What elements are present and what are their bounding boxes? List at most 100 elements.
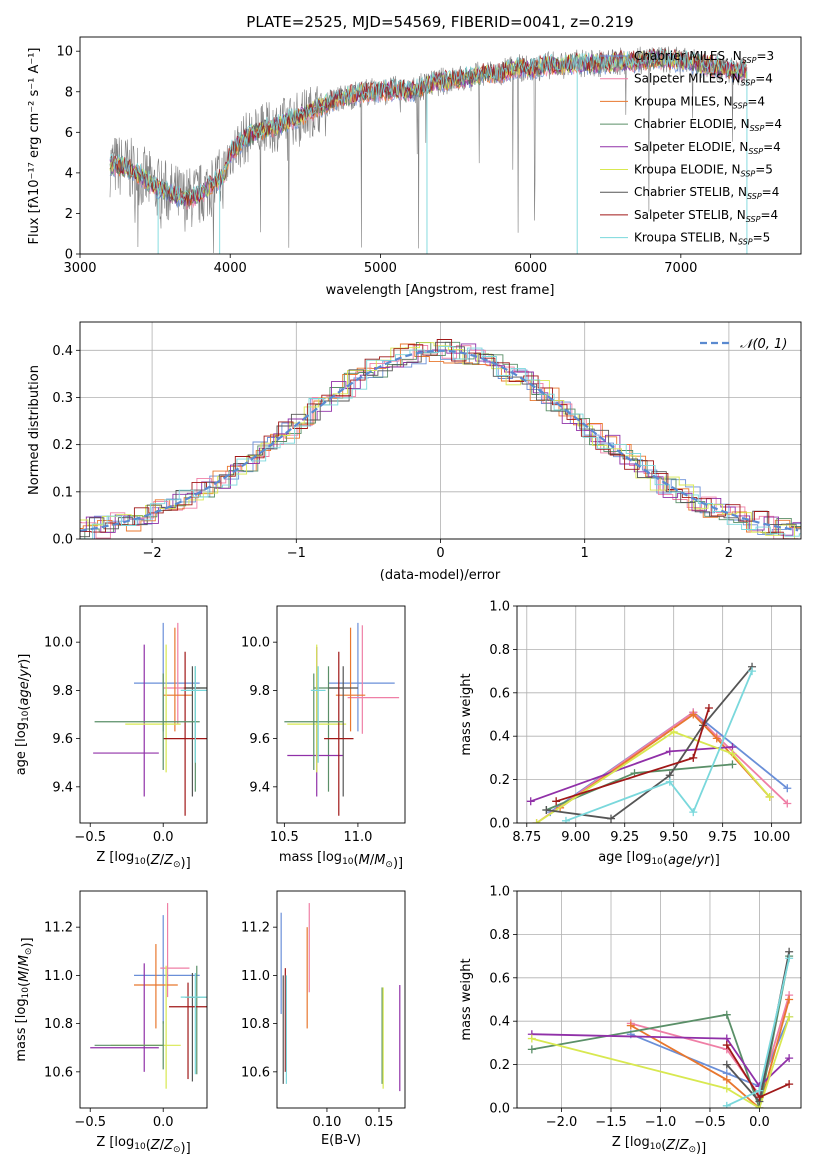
y-tick-label: 11.2 [44,921,73,936]
label-part: 10 [134,1142,146,1152]
x-tick-label: 0.0 [153,830,174,845]
y-tick-label: 0.2 [489,1058,510,1073]
x-tick-label: 10.5 [270,830,299,845]
label-part: ( [17,982,32,987]
weight-line [559,713,771,809]
y-tick-label: 6 [65,126,73,141]
label-part: mass [log [279,850,342,865]
legend: Chabrier MILES, N SSP =3 Salpeter MILES, NS… [600,49,782,247]
weight-marker [689,710,698,719]
y-tick-label: 0 [65,248,73,263]
label-part: yr [17,662,32,678]
legend-text: Chabrier STELIB, N [634,185,747,199]
label-part: ( [354,853,359,868]
x-tick-label: 0.0 [749,1115,770,1130]
y-tick-label: 0.2 [52,438,73,453]
label-part: 10 [342,857,354,867]
y-tick-label: 10.6 [44,1065,73,1080]
y-tick-label: 11.0 [241,969,270,984]
histogram-series [80,341,801,539]
errorbar-point [180,666,207,763]
x-tick-label: 8.75 [512,830,541,845]
axis-label: Z [log10(Z/Z⊙)] [612,1135,706,1156]
label-part: M [17,971,32,982]
gaussian-curve [80,349,799,532]
weight-marker [765,792,774,801]
weight-line [536,730,771,823]
weight-marker [607,814,616,823]
legend-tail: =5 [753,231,771,245]
weight-line [630,999,790,1108]
y-tick-label: 9.4 [249,780,270,795]
weight-marker [665,747,674,756]
errorbar-point [287,644,347,773]
label-part: )] [181,1141,191,1156]
weight-marker [689,808,698,817]
x-tick-label: 5000 [364,261,397,276]
errorbar-point [93,644,159,797]
weight-marker [704,703,713,712]
x-tick-label: 9.75 [708,830,737,845]
legend-text: Salpeter STELIB, N [634,208,746,222]
axis-label: Z [log10(Z/Z⊙)] [96,850,190,871]
lines-weight_vs_Z [527,947,794,1108]
weight-series [546,708,792,817]
label-part: )] [696,1141,706,1156]
x-tick-label: −2 [143,546,162,561]
label-part: ⊙ [173,1145,181,1155]
label-part: Z [150,1138,161,1153]
x-tick-label: 0.15 [365,1115,394,1130]
legend-tail: =4 [755,72,773,86]
legend-tail: =3 [756,49,774,63]
label-part: ( [663,853,668,868]
label-part: / [17,676,32,681]
weight-series [532,727,774,823]
y-tick-label: 10.6 [241,1065,270,1080]
legend-text: Kroupa MILES, N [634,94,733,108]
x-tick-label: −1 [287,546,306,561]
label-part: yr [696,853,712,868]
label-part: ( [146,1138,151,1153]
label-part: )] [710,853,720,868]
histogram-series [80,341,801,538]
x-tick-label: 9.50 [659,830,688,845]
x-tick-label: 11.0 [343,830,372,845]
legend-text: Salpeter ELODIE, N [634,140,748,154]
x-axis-label: wavelength [Angstrom, rest frame] [326,283,555,298]
legend-label: Salpeter MILES, NSSP=4 [634,72,773,88]
y-tick-label: 9.8 [249,684,270,699]
label-part: M [17,955,32,966]
legend-text: Chabrier MILES, N [634,49,742,63]
y-axis-label: Normed distribution [27,365,42,495]
axes-frame [516,605,802,824]
y-tick-label: 4 [65,166,73,181]
label-part: M [359,853,370,868]
legend-label: 𝒩(0, 1) [740,337,787,352]
x-axis-label: (data-model)/error [380,568,501,583]
label-part: ( [146,853,151,868]
histogram-series [80,339,801,539]
y-tick-label: 0.0 [489,817,510,832]
label-part: 10 [650,1142,662,1152]
y-tick-label: 10.8 [241,1017,270,1032]
x-tick-label: 1 [581,546,589,561]
errorbar-point [110,965,181,1089]
y-tick-label: 0.1 [52,485,73,500]
label-part: / [160,853,165,868]
legend-tail: =4 [763,140,781,154]
weight-marker [542,805,551,814]
label-part: mass [log [14,998,29,1061]
label-part: M [374,853,385,868]
axes-age_vs_mass: 10.5 11.0 9.4 9.6 9.8 10.0 [241,605,406,845]
errorbar-point [134,915,200,1024]
legend-label: Kroupa ELODIE, NSSP=5 [634,163,773,179]
y-tick-label: 9.8 [52,684,73,699]
label-part: )] [181,856,191,871]
x-tick-label: −1.5 [595,1115,627,1130]
axes-weight_vs_Z: −2.0 −1.5 −1.0 −0.5 0.0 0.0 0.2 0.4 0.6 0.8 1.0 [489,885,802,1130]
legend-sub: SSP [741,79,756,88]
axis-label: Z [log10(Z/Z⊙)] [96,1135,190,1156]
weight-marker [722,1084,731,1093]
weight-series [722,954,794,1108]
